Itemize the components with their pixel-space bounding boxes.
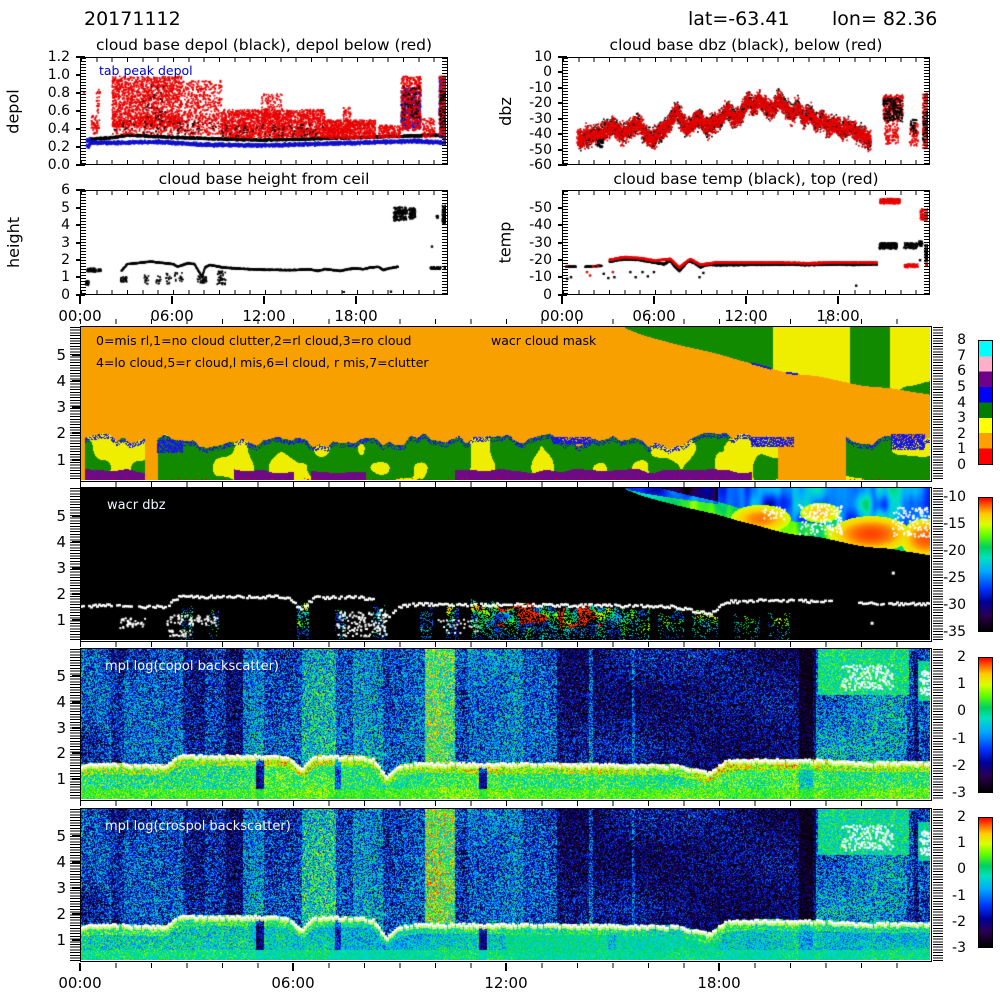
mask-legend-title: wacr cloud mask: [491, 333, 597, 348]
depol-annotation: tab peak depol: [99, 63, 193, 78]
wdbz-colorbar: [978, 497, 993, 632]
tickstrip: [563, 191, 929, 195]
longitude-label: lon= 82.36: [832, 8, 938, 30]
crospol-panel: mpl log(crospol backscatter): [70, 808, 943, 962]
mask-colorbar-fill: [979, 341, 992, 464]
depol-yaxis: 1.2 1.0 0.8 0.6 0.4 0.2 0.0: [34, 49, 85, 173]
tickcomb: [933, 488, 943, 641]
copol-canvas: [81, 649, 930, 799]
height-title: cloud base height from ceil: [158, 170, 370, 188]
tickcomb: [442, 58, 447, 164]
tickstrip: [80, 801, 932, 806]
temp-title: cloud base temp (black), top (red): [613, 170, 879, 188]
mask-legend-line2: 4=lo cloud,5=r cloud,l mis,6=l cloud, r …: [96, 355, 429, 370]
wdbz-colorbar-axis: -10 -15 -20 -25 -30 -35: [943, 489, 966, 640]
crospol-colorbar-axis: 2 1 0 -1 -2 -3: [952, 809, 966, 956]
height-panel: [80, 190, 448, 295]
tickstrip: [80, 482, 932, 487]
wdbz-colorbar-fill: [979, 498, 992, 631]
temp-xaxis: 00:00 06:00 12:00 18:00: [540, 296, 930, 325]
temp-panel: [562, 190, 930, 295]
crospol-label: mpl log(crospol backscatter): [105, 819, 291, 834]
dbz-ylabel: dbz: [495, 96, 515, 126]
temp-ylabel: temp: [495, 221, 515, 264]
tickcomb: [924, 191, 929, 294]
copol-colorbar-fill: [979, 658, 992, 792]
tickcomb: [81, 191, 86, 294]
tickstrip: [563, 290, 929, 294]
mask-panel: 0=mis rl,1=no cloud clutter,2=rl cloud,3…: [70, 326, 943, 482]
tickcomb: [70, 488, 80, 641]
mask-legend-line1: 0=mis rl,1=no cloud clutter,2=rl cloud,3…: [96, 333, 412, 348]
bottom-xaxis: 00:00 06:00 12:00 18:00: [58, 963, 932, 997]
crospol-canvas: [81, 809, 930, 960]
depol-panel: tab peak depol: [80, 57, 448, 165]
wdbz-panel: wacr dbz: [70, 487, 943, 642]
temp-canvas: [563, 191, 928, 293]
tickcomb: [442, 191, 447, 294]
copol-colorbar: [978, 657, 993, 793]
tickcomb: [924, 58, 929, 164]
mask-colorbar: [978, 340, 993, 465]
tickcomb: [70, 649, 80, 800]
tickcomb: [70, 327, 80, 481]
dbz-title: cloud base dbz (black), below (red): [609, 36, 883, 54]
tickstrip: [80, 319, 932, 324]
tickstrip: [81, 160, 447, 164]
height-canvas: [81, 191, 446, 293]
tickcomb: [933, 649, 943, 800]
copol-panel: mpl log(copol backscatter): [70, 648, 943, 801]
dbz-canvas: [563, 58, 928, 163]
page-title: 20171112: [84, 8, 181, 30]
tickcomb: [81, 58, 86, 164]
temp-yaxis: -50 -40 -30 -20 -10 0: [516, 190, 567, 303]
tickstrip: [81, 191, 447, 195]
depol-title: cloud base depol (black), depol below (r…: [96, 36, 432, 54]
tickstrip: [81, 58, 447, 62]
tickstrip: [80, 642, 932, 647]
latitude-label: lat=-63.41: [688, 8, 790, 30]
tickcomb: [563, 191, 568, 294]
depol-canvas: [81, 58, 446, 163]
dbz-yaxis: 10 0 -10 -20 -30 -40 -50 -60: [516, 49, 567, 173]
copol-colorbar-axis: 2 1 0 -1 -2 -3: [952, 649, 966, 801]
tickcomb: [933, 809, 943, 961]
tickstrip: [563, 58, 929, 62]
copol-label: mpl log(copol backscatter): [105, 659, 279, 674]
height-xaxis: 00:00 06:00 12:00 18:00: [58, 296, 448, 325]
crospol-colorbar-fill: [979, 818, 992, 947]
wdbz-label: wacr dbz: [107, 498, 166, 513]
tickstrip: [563, 160, 929, 164]
mask-canvas: [81, 327, 930, 480]
tickcomb: [933, 327, 943, 481]
tickcomb: [70, 809, 80, 961]
tickstrip: [81, 290, 447, 294]
wdbz-canvas: [81, 488, 930, 640]
crospol-colorbar: [978, 817, 993, 948]
dbz-panel: [562, 57, 930, 165]
depol-ylabel: depol: [3, 88, 23, 134]
tickcomb: [563, 58, 568, 164]
height-ylabel: height: [3, 217, 23, 268]
